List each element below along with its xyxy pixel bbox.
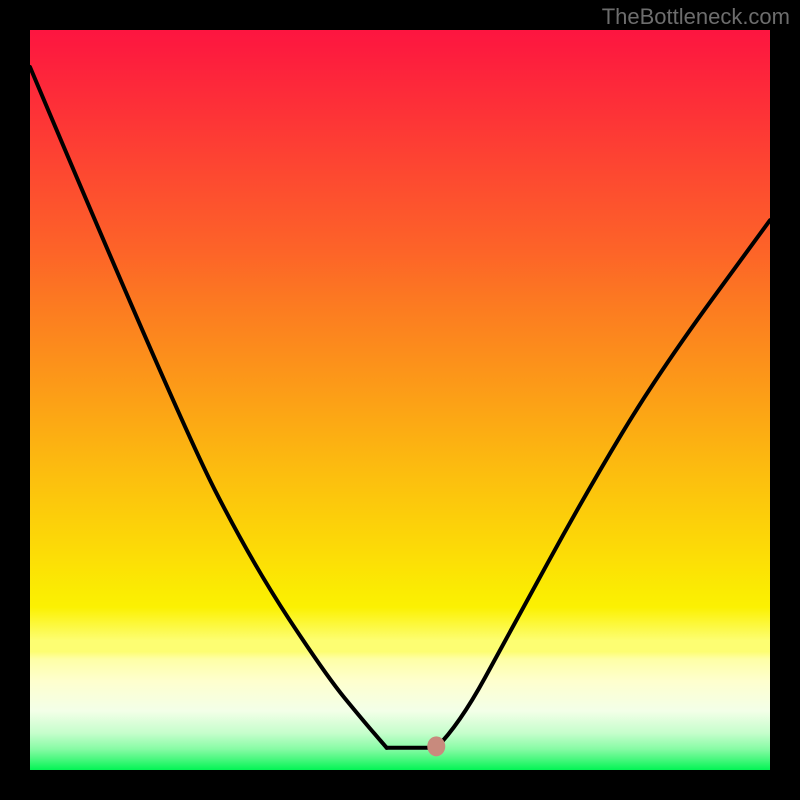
marker-dot bbox=[427, 736, 445, 756]
chart-root: { "watermark": { "text": "TheBottleneck.… bbox=[0, 0, 800, 800]
bottleneck-chart bbox=[0, 0, 800, 800]
watermark-text: TheBottleneck.com bbox=[602, 4, 790, 30]
